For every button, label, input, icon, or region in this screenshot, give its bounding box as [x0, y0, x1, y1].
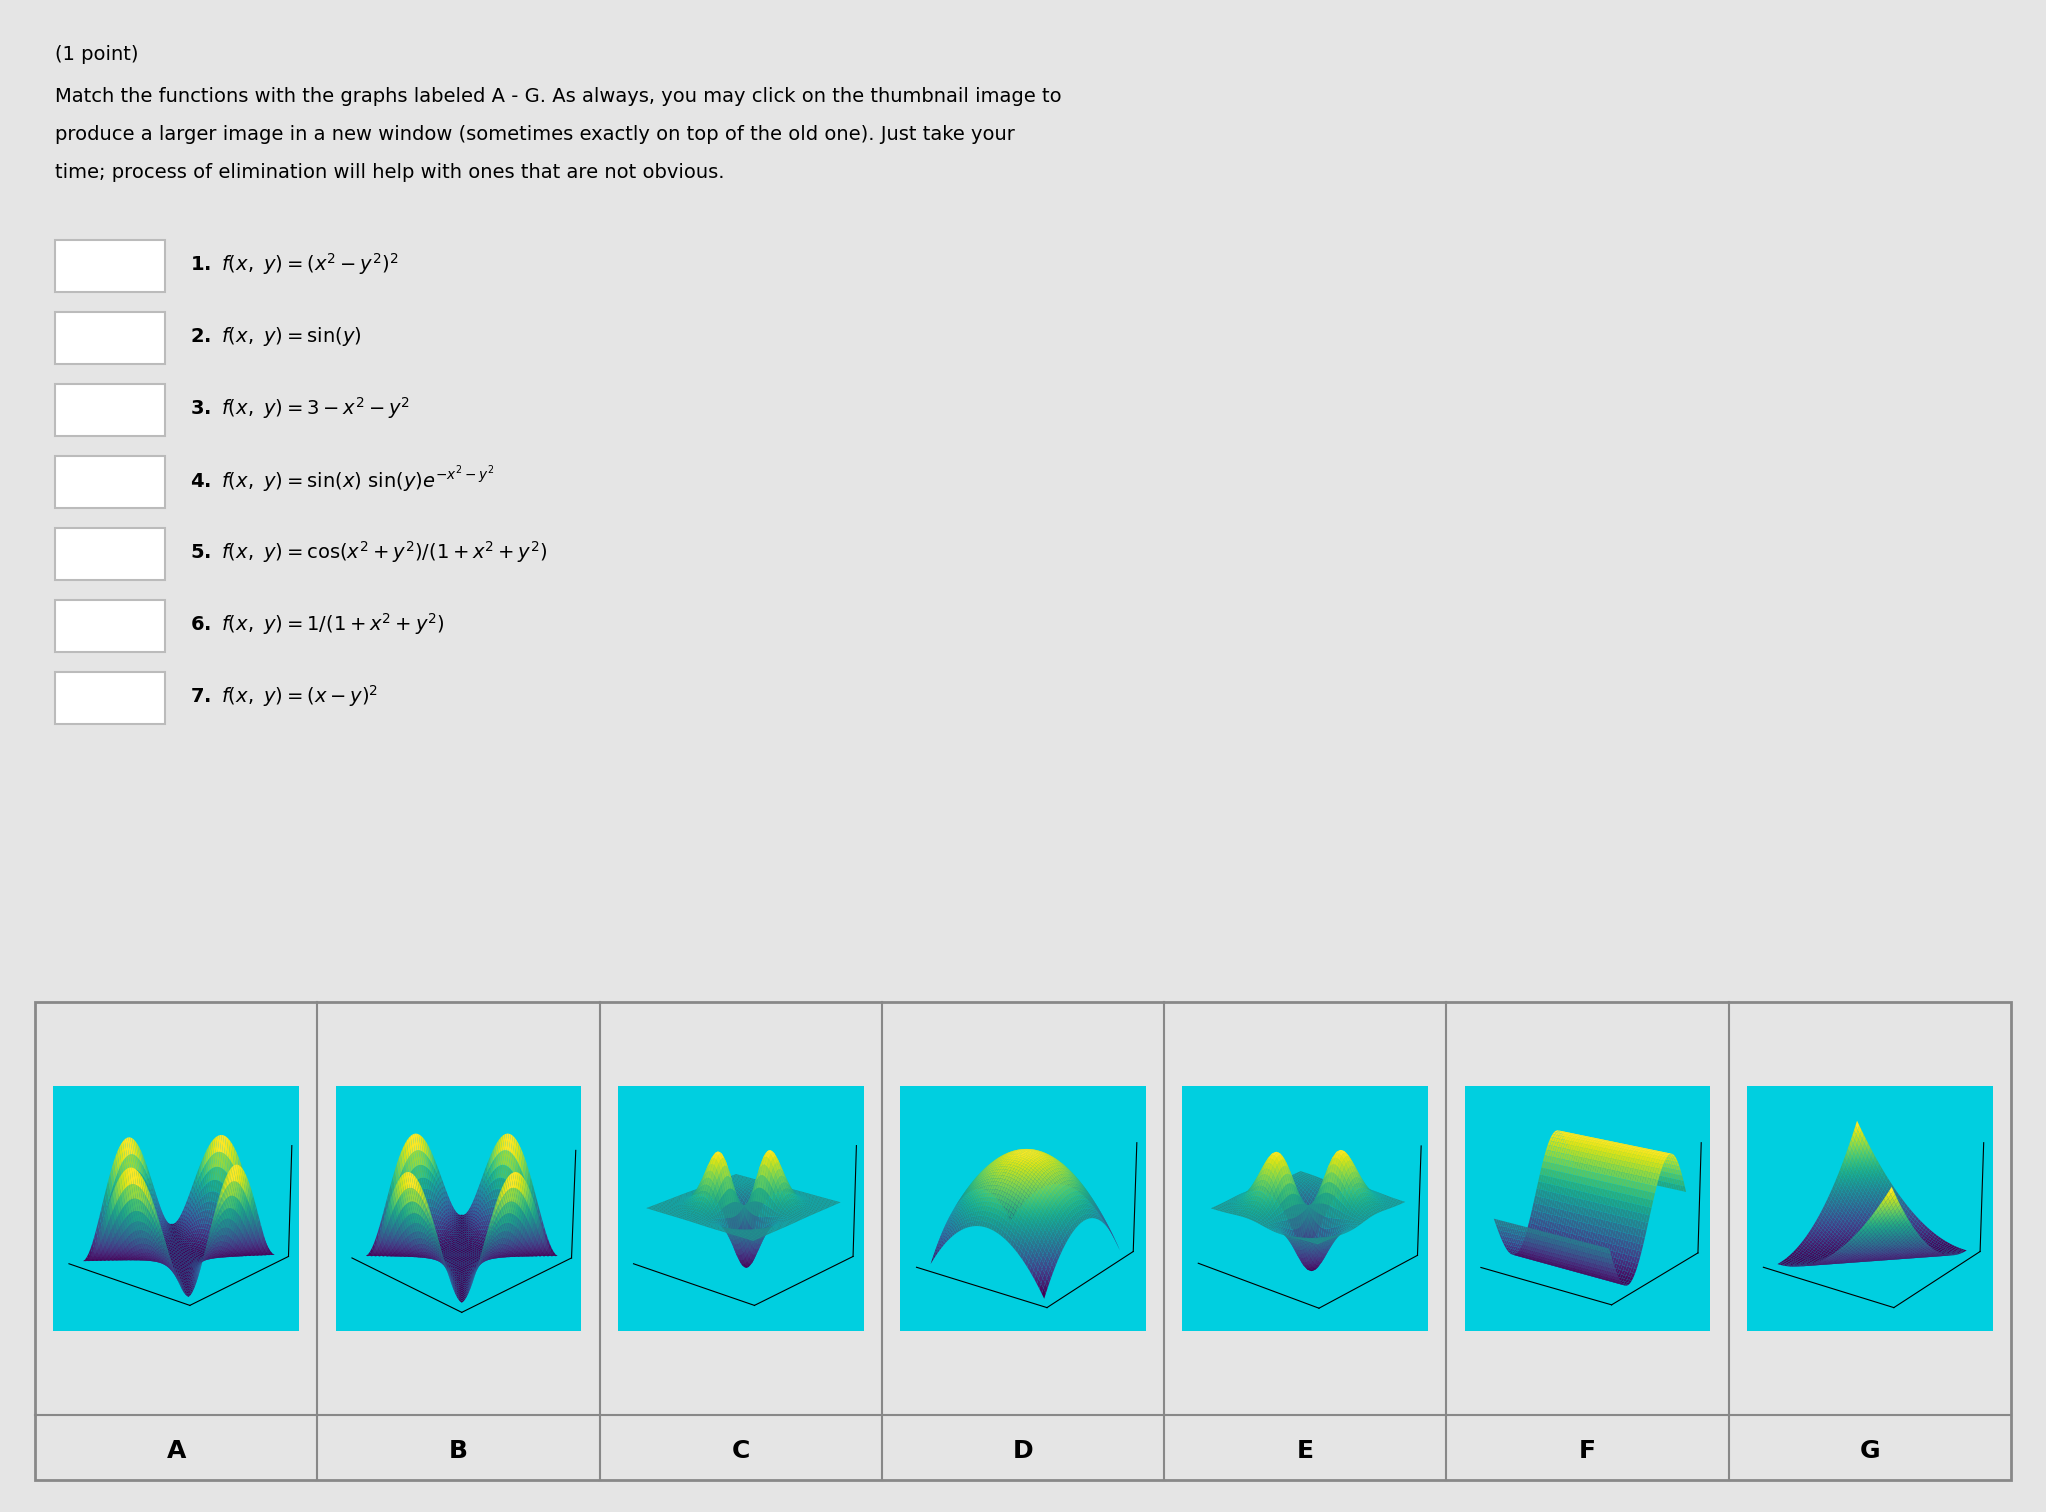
Text: $\mathbf{5.}\ f(x,\ y) = \cos(x^2 + y^2)/(1 + x^2 + y^2)$: $\mathbf{5.}\ f(x,\ y) = \cos(x^2 + y^2)… — [190, 540, 548, 565]
Bar — [55, 311, 166, 364]
Text: C: C — [732, 1439, 751, 1462]
Text: A: A — [166, 1439, 186, 1462]
Bar — [55, 600, 166, 652]
Text: F: F — [1580, 1439, 1596, 1462]
Text: $\mathbf{7.}\ f(x,\ y) = (x - y)^2$: $\mathbf{7.}\ f(x,\ y) = (x - y)^2$ — [190, 683, 379, 709]
Text: $\mathbf{1.}\ f(x,\ y) = (x^2 - y^2)^2$: $\mathbf{1.}\ f(x,\ y) = (x^2 - y^2)^2$ — [190, 251, 399, 277]
Bar — [55, 671, 166, 724]
Text: time; process of elimination will help with ones that are not obvious.: time; process of elimination will help w… — [55, 163, 724, 181]
Bar — [55, 384, 166, 435]
Text: G: G — [1860, 1439, 1880, 1462]
Bar — [35, 1002, 2011, 1480]
Bar — [55, 457, 166, 508]
Text: $\mathbf{3.}\ f(x,\ y) = 3 - x^2 - y^2$: $\mathbf{3.}\ f(x,\ y) = 3 - x^2 - y^2$ — [190, 395, 409, 420]
Text: produce a larger image in a new window (sometimes exactly on top of the old one): produce a larger image in a new window (… — [55, 125, 1015, 144]
Text: D: D — [1013, 1439, 1033, 1462]
Bar — [55, 240, 166, 292]
Text: $\mathbf{4.}\ f(x,\ y) = \sin(x)\ \sin(y)e^{-x^2-y^2}$: $\mathbf{4.}\ f(x,\ y) = \sin(x)\ \sin(y… — [190, 464, 495, 494]
Text: $\mathbf{6.}\ f(x,\ y) = 1/(1 + x^2 + y^2)$: $\mathbf{6.}\ f(x,\ y) = 1/(1 + x^2 + y^… — [190, 611, 444, 637]
Text: $\mathbf{2.}\ f(x,\ y) = \sin(y)$: $\mathbf{2.}\ f(x,\ y) = \sin(y)$ — [190, 325, 362, 348]
Text: E: E — [1297, 1439, 1314, 1462]
Text: Match the functions with the graphs labeled A - G. As always, you may click on t: Match the functions with the graphs labe… — [55, 88, 1062, 106]
Text: B: B — [448, 1439, 469, 1462]
Text: (1 point): (1 point) — [55, 45, 139, 64]
Bar — [55, 528, 166, 581]
